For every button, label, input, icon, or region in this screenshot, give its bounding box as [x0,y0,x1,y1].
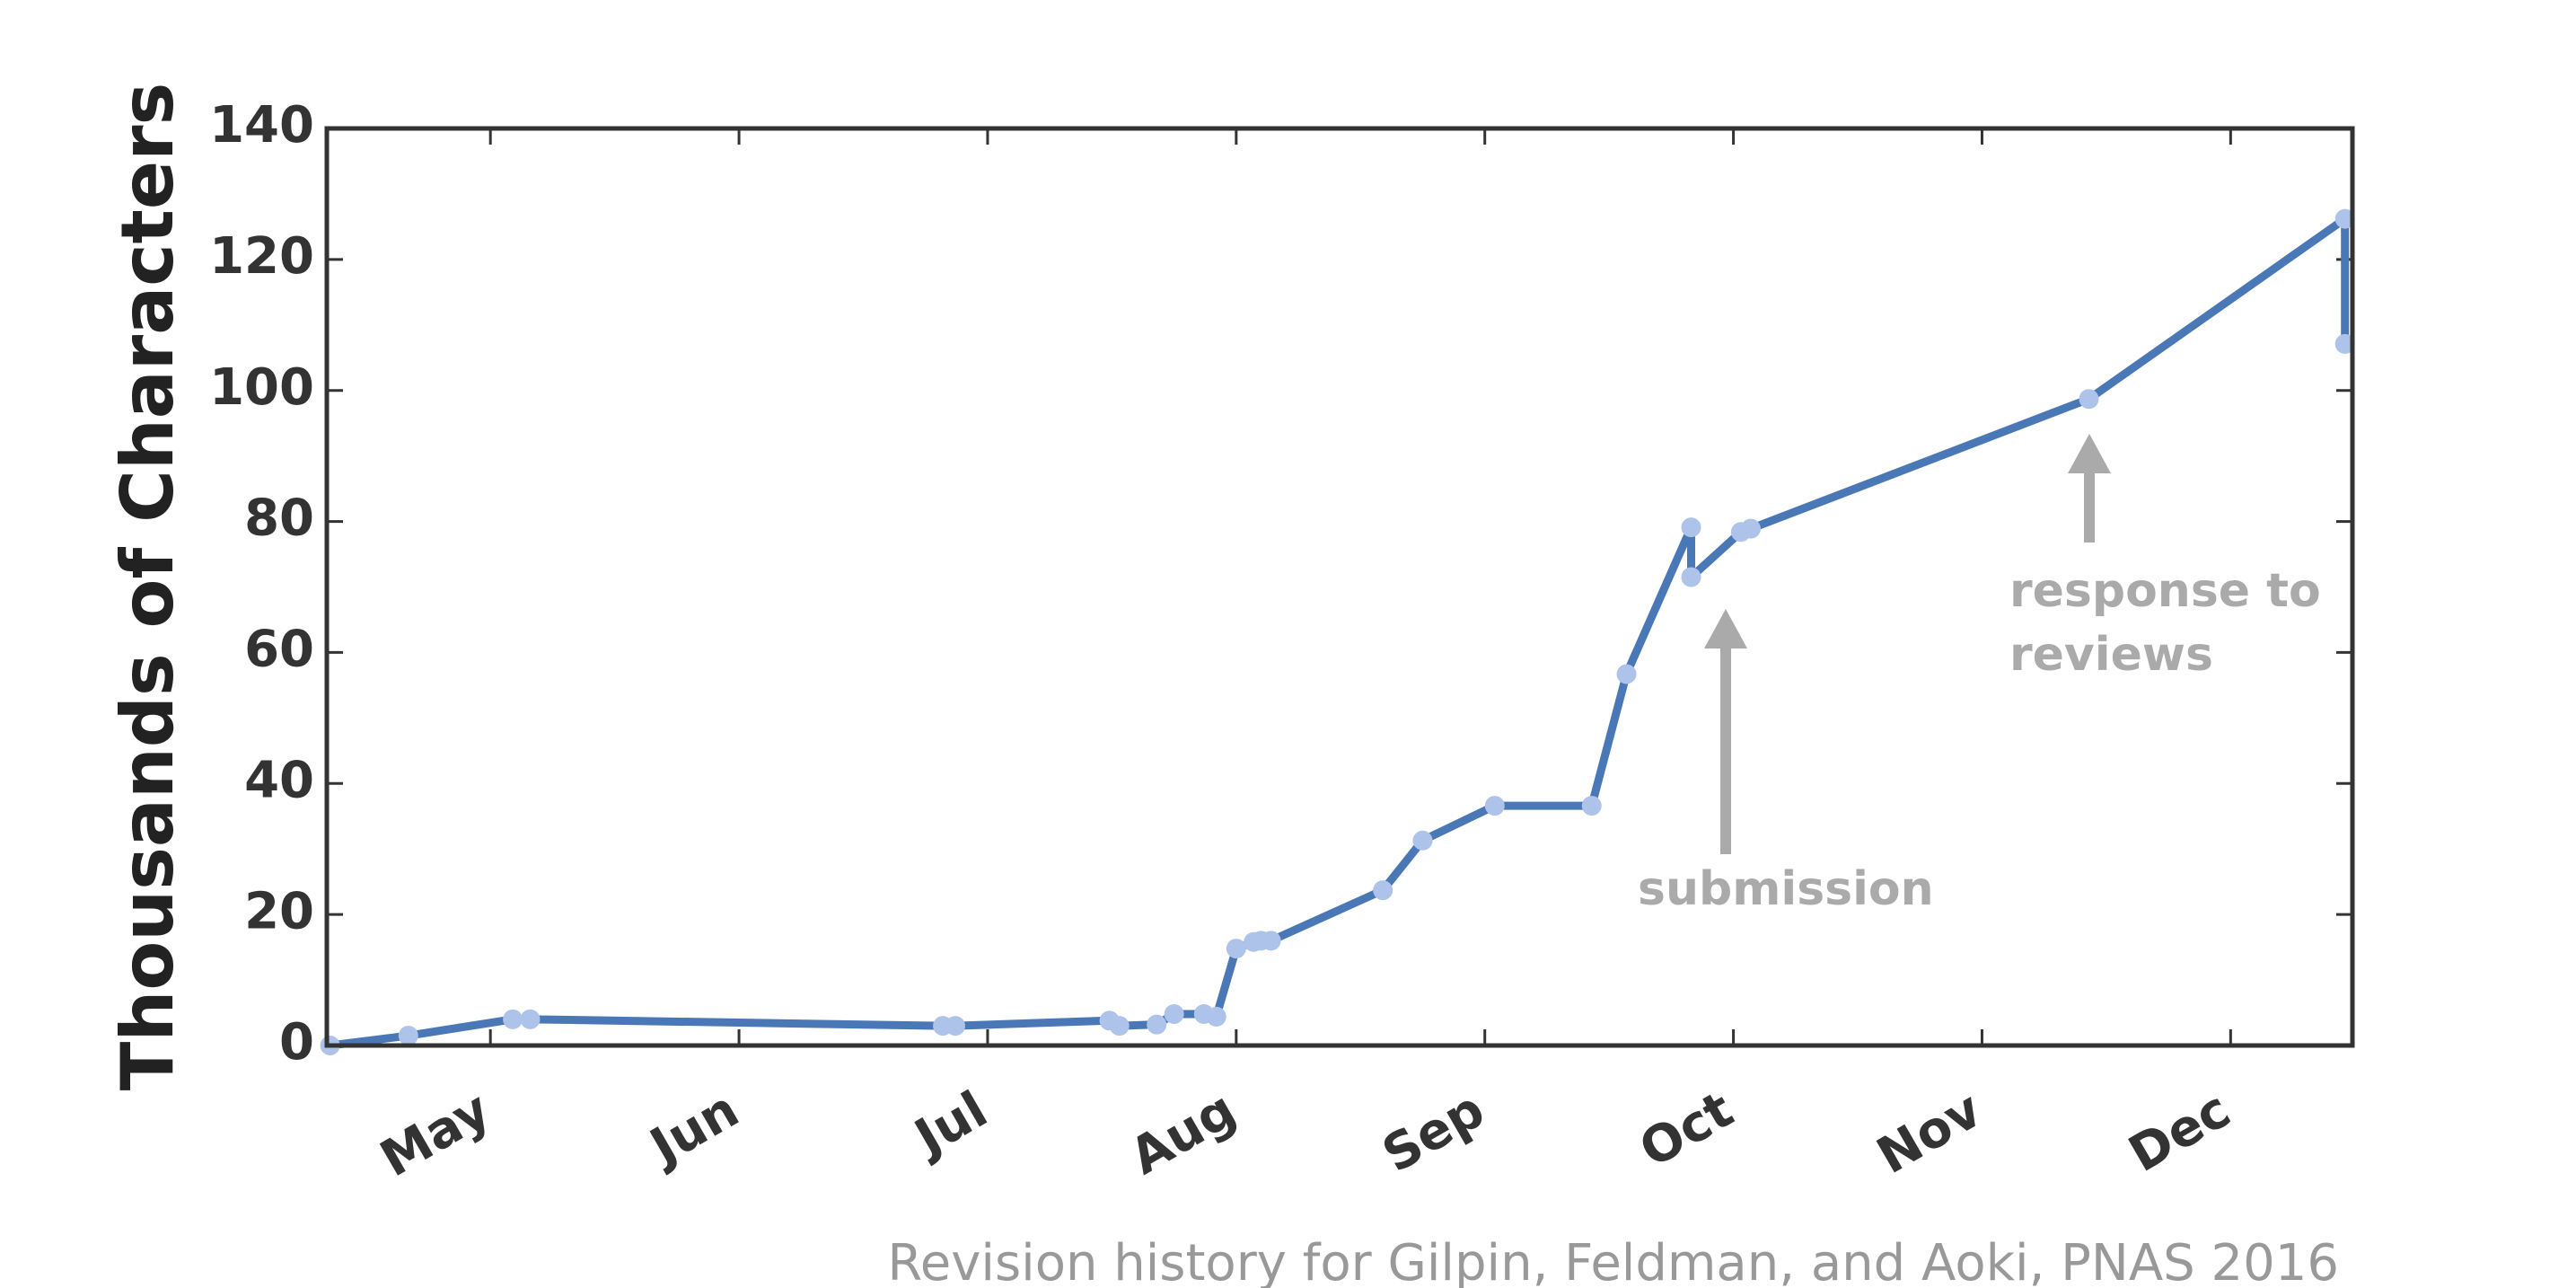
data-point [1484,796,1505,816]
y-tick-label: 100 [209,358,314,417]
data-point [1373,880,1394,901]
x-tick-label: Aug [1121,1081,1245,1187]
annotation-arrow-head [1704,609,1747,648]
data-point [1581,796,1602,816]
data-point [520,1009,541,1029]
data-point [1206,1006,1226,1027]
data-point [1681,567,1701,587]
x-tick-label: Oct [1630,1081,1743,1179]
data-point [1109,1016,1130,1037]
y-axis-label: Thousands of Characters [106,83,189,1090]
caption: Revision history for Gilpin, Feldman, an… [887,1234,2339,1288]
x-tick-label: Sep [1373,1081,1494,1184]
annotation: reviews [2009,628,2213,682]
annotation: response to [2009,564,2321,618]
data-point [945,1016,965,1037]
data-point [1164,1003,1184,1024]
x-tick-label: Dec [2119,1081,2239,1184]
x-tick-label: May [371,1081,500,1188]
data-point [1616,664,1637,684]
data-point [2334,333,2355,354]
y-tick-label: 20 [244,882,314,940]
data-point [398,1026,418,1046]
x-tick-label: Jul [902,1081,997,1169]
data-point [2334,208,2355,229]
annotation: submission [1638,862,1934,916]
data-point [1261,931,1281,951]
data-point [1740,518,1761,539]
data-point [2079,389,2099,410]
y-tick-label: 80 [244,490,314,548]
data-point [1226,939,1246,959]
plot-frame [324,126,2355,1048]
data-point [1412,830,1433,851]
y-tick-label: 140 [209,96,314,154]
x-tick-label: Jun [638,1081,749,1178]
y-tick-label: 60 [244,621,314,679]
annotation-arrow-head [2068,434,2111,473]
data-point [503,1009,523,1029]
y-tick-label: 0 [279,1013,314,1072]
data-point [1147,1014,1167,1035]
x-tick-label: Nov [1868,1081,1991,1186]
y-tick-label: 40 [244,751,314,809]
data-point [1681,517,1701,538]
y-tick-label: 120 [209,227,314,286]
